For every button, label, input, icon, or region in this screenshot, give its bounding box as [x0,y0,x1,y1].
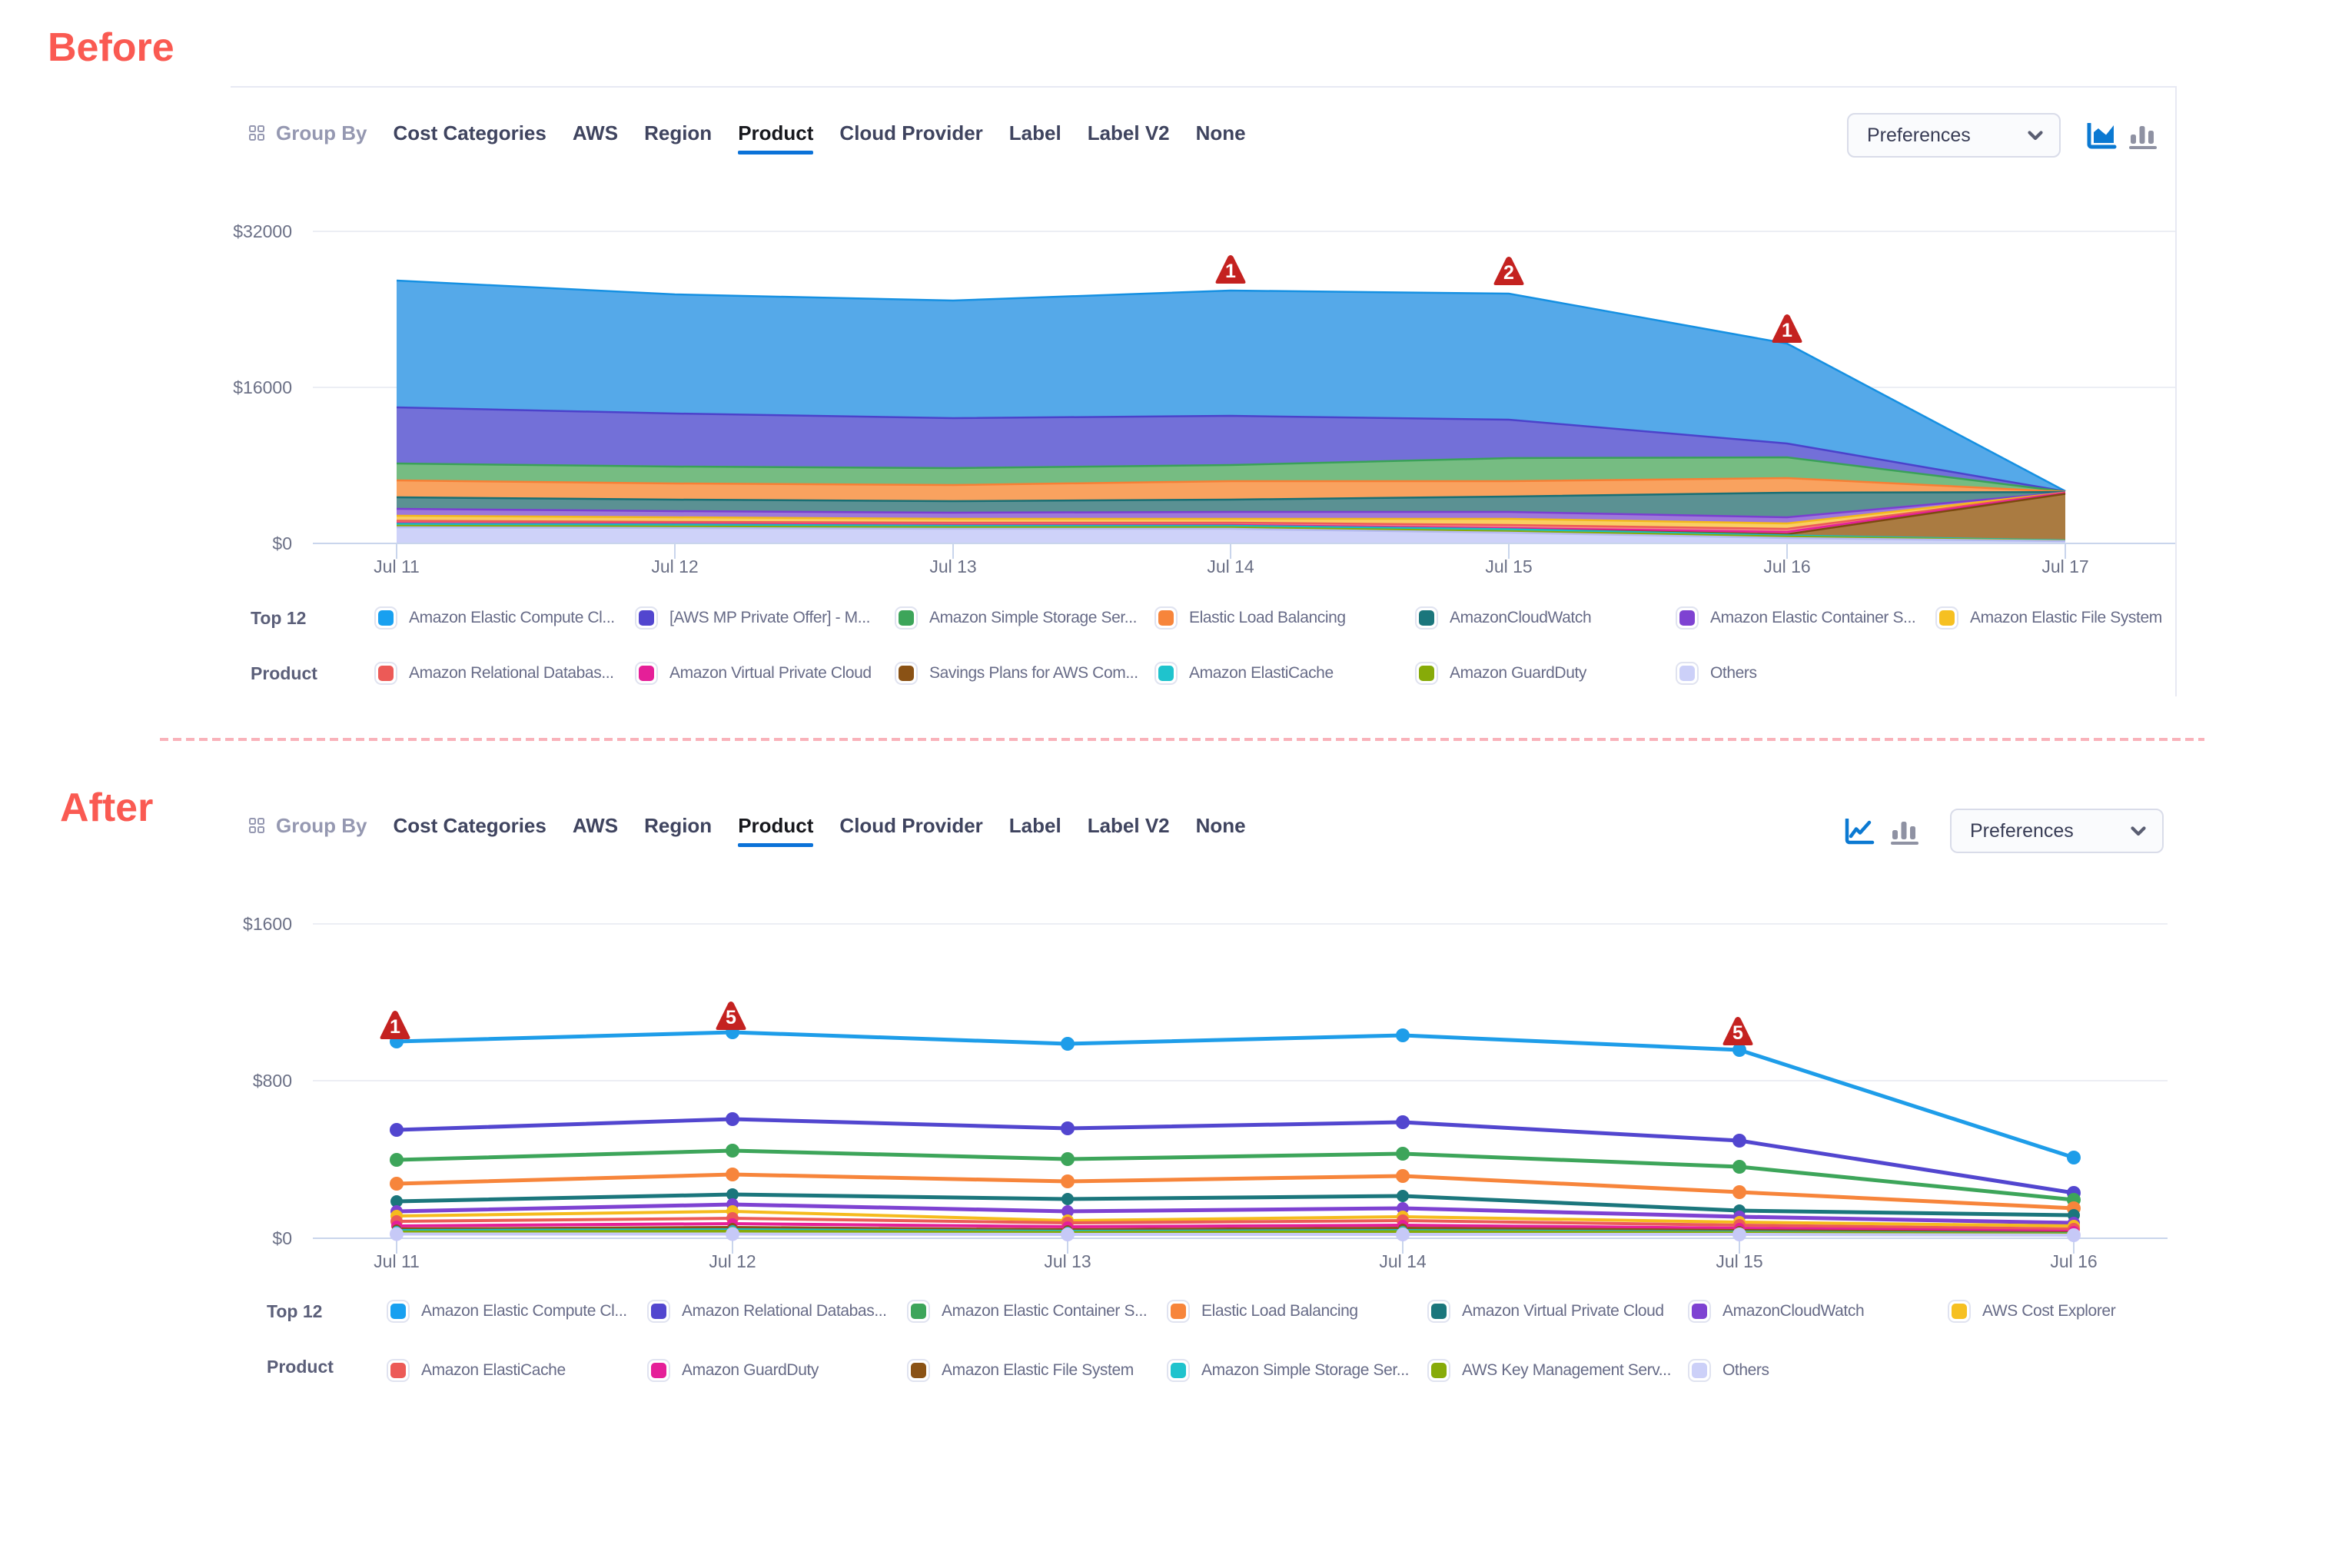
svg-text:Jul 15: Jul 15 [1716,1251,1762,1271]
svg-text:1: 1 [1782,320,1792,341]
svg-text:$1600: $1600 [243,914,292,934]
svg-text:Jul 12: Jul 12 [709,1251,756,1271]
svg-text:Jul 13: Jul 13 [929,556,976,576]
svg-text:$800: $800 [253,1071,292,1091]
svg-text:Jul 14: Jul 14 [1207,556,1254,576]
svg-text:$0: $0 [272,1228,292,1248]
svg-text:Jul 16: Jul 16 [1763,556,1810,576]
svg-text:Jul 11: Jul 11 [374,556,420,576]
svg-text:Jul 13: Jul 13 [1044,1251,1091,1271]
svg-text:$0: $0 [272,533,292,553]
svg-text:5: 5 [726,1007,736,1028]
svg-text:1: 1 [390,1016,400,1038]
svg-text:$16000: $16000 [233,377,292,397]
svg-text:Jul 17: Jul 17 [2041,556,2088,576]
svg-text:Jul 15: Jul 15 [1485,556,1532,576]
svg-text:5: 5 [1732,1022,1743,1044]
svg-text:Jul 14: Jul 14 [1379,1251,1427,1271]
svg-text:2: 2 [1503,262,1514,284]
svg-text:Jul 11: Jul 11 [374,1251,420,1271]
svg-text:Jul 12: Jul 12 [651,556,698,576]
svg-text:$32000: $32000 [233,221,292,241]
svg-text:1: 1 [1225,261,1236,282]
svg-text:Jul 16: Jul 16 [2050,1251,2097,1271]
